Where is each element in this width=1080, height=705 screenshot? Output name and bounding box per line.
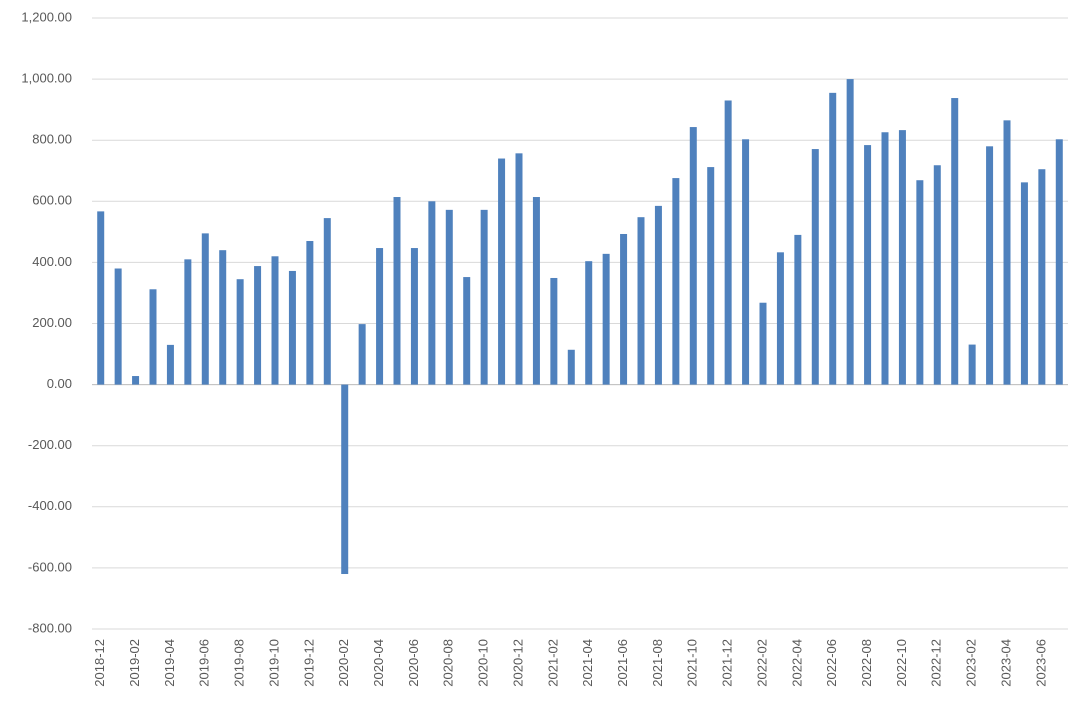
bar (881, 132, 889, 385)
bar (410, 248, 418, 385)
x-tick-label: 2019-06 (197, 639, 212, 687)
bar (288, 270, 296, 385)
bar (968, 344, 976, 385)
y-tick-label: -200.00 (28, 437, 72, 452)
bar (794, 234, 802, 385)
y-tick-label: -400.00 (28, 498, 72, 513)
bar (463, 277, 471, 385)
y-tick-label: 0.00 (47, 376, 72, 391)
x-tick-label: 2022-08 (859, 639, 874, 687)
bar (184, 259, 192, 385)
bar (341, 384, 349, 575)
x-tick-label: 2023-02 (964, 639, 979, 687)
y-tick-label: -600.00 (28, 559, 72, 574)
x-tick-label: 2022-12 (929, 639, 944, 687)
x-tick-label: 2019-10 (266, 639, 281, 687)
bar (707, 167, 715, 385)
bar (393, 197, 401, 385)
x-tick-label: 2020-02 (336, 639, 351, 687)
y-tick-label: 1,000.00 (21, 71, 72, 86)
bar (97, 211, 105, 385)
bar (132, 376, 140, 385)
x-tick-label: 2018-12 (92, 639, 107, 687)
bar (515, 153, 523, 385)
x-tick-label: 2023-04 (998, 639, 1013, 687)
x-tick-label: 2021-12 (720, 639, 735, 687)
x-tick-label: 2021-02 (545, 639, 560, 687)
bar (254, 266, 262, 385)
bar (846, 79, 854, 385)
bar (1055, 139, 1063, 385)
bar (1003, 120, 1011, 385)
bar (620, 233, 628, 385)
x-tick-label: 2019-12 (301, 639, 316, 687)
bar (986, 146, 994, 385)
bar (811, 149, 819, 385)
bar (532, 197, 540, 385)
x-tick-label: 2020-04 (371, 639, 386, 687)
bar (219, 250, 227, 385)
bar (602, 253, 610, 385)
x-tick-label: 2022-02 (754, 639, 769, 687)
bar (1020, 182, 1028, 385)
x-tick-label: 2022-10 (894, 639, 909, 687)
bar (306, 241, 314, 385)
bar (149, 289, 157, 385)
bar (480, 209, 488, 385)
x-tick-label: 2022-04 (789, 639, 804, 687)
bar (916, 180, 924, 385)
bar (201, 233, 209, 385)
x-tick-label: 2021-04 (580, 639, 595, 687)
bar (951, 98, 959, 385)
x-tick-label: 2021-10 (685, 639, 700, 687)
bar (637, 217, 645, 385)
bar (1038, 169, 1046, 385)
bar (445, 209, 453, 385)
bar (567, 349, 575, 385)
bar (114, 268, 122, 385)
bar (933, 165, 941, 385)
bar (271, 256, 279, 385)
y-tick-label: 800.00 (32, 132, 72, 147)
x-tick-label: 2019-02 (127, 639, 142, 687)
x-tick-label: 2021-08 (650, 639, 665, 687)
bar (428, 201, 436, 385)
bar (742, 139, 750, 385)
y-tick-label: 400.00 (32, 254, 72, 269)
bar (864, 145, 872, 385)
bar (585, 261, 593, 385)
x-tick-label: 2022-06 (824, 639, 839, 687)
x-tick-label: 2020-08 (441, 639, 456, 687)
bar (236, 279, 244, 385)
y-tick-label: 600.00 (32, 193, 72, 208)
bar (550, 277, 558, 385)
bar (689, 127, 697, 385)
bar (498, 158, 506, 385)
bar (166, 344, 174, 385)
x-tick-label: 2020-06 (406, 639, 421, 687)
x-tick-label: 2020-10 (476, 639, 491, 687)
bar (358, 324, 366, 385)
x-tick-label: 2019-04 (162, 639, 177, 687)
y-tick-label: -800.00 (28, 620, 72, 635)
bar (829, 92, 837, 385)
x-tick-label: 2019-08 (232, 639, 247, 687)
bar (323, 218, 331, 385)
bar (672, 178, 680, 385)
x-tick-label: 2020-12 (510, 639, 525, 687)
bar (776, 252, 784, 385)
bar (376, 248, 384, 385)
bar (898, 130, 906, 385)
x-tick-label: 2023-06 (1033, 639, 1048, 687)
bar (654, 205, 662, 385)
y-tick-label: 1,200.00 (21, 9, 72, 24)
bar (724, 100, 732, 385)
y-tick-label: 200.00 (32, 315, 72, 330)
x-tick-label: 2021-06 (615, 639, 630, 687)
bar (759, 302, 767, 385)
